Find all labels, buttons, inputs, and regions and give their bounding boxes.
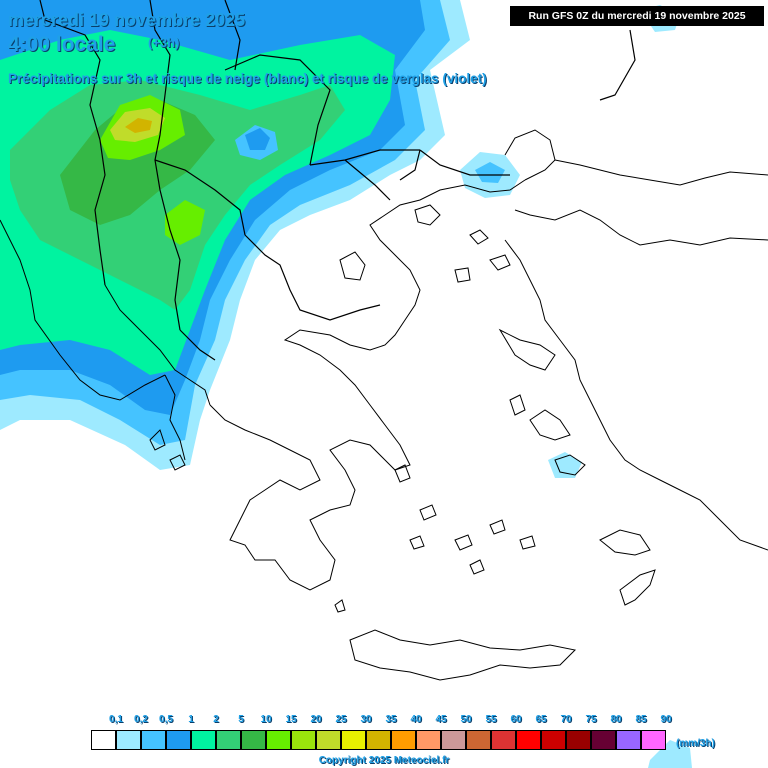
- legend-swatch: [466, 730, 491, 750]
- legend-tick-label: 90: [660, 714, 672, 725]
- legend-swatch: [316, 730, 341, 750]
- map-subtitle: Précipitations sur 3h et risque de neige…: [8, 71, 487, 86]
- legend-tick-label: 25: [335, 714, 347, 725]
- country-borders: [39, 0, 636, 361]
- run-info-badge: Run GFS 0Z du mercredi 19 novembre 2025: [510, 6, 764, 26]
- forecast-date: mercredi 19 novembre 2025: [8, 10, 246, 30]
- legend-swatch: [191, 730, 216, 750]
- legend-swatch: [266, 730, 291, 750]
- legend-tick-label: 65: [535, 714, 547, 725]
- legend-swatch: [166, 730, 191, 750]
- legend-tick-label: 50: [460, 714, 472, 725]
- legend-swatch: [141, 730, 166, 750]
- legend-swatch: [116, 730, 141, 750]
- legend-swatch: [591, 730, 616, 750]
- legend-tick-label: 15: [285, 714, 297, 725]
- forecast-time: 4:00 locale: [8, 33, 116, 56]
- legend-tick-label: 60: [510, 714, 522, 725]
- legend-tick-label: 45: [435, 714, 447, 725]
- legend-unit: (mm/3h): [676, 738, 715, 749]
- legend-swatch: [441, 730, 466, 750]
- legend-tick-label: 2: [213, 714, 219, 725]
- legend-swatch: [416, 730, 441, 750]
- legend-tick-label: 5: [238, 714, 244, 725]
- legend-swatch: [516, 730, 541, 750]
- legend-swatch: [91, 730, 116, 750]
- legend-tick-label: 20: [310, 714, 322, 725]
- legend-tick-label: 55: [485, 714, 497, 725]
- legend-swatch: [341, 730, 366, 750]
- legend-tick-label: 35: [385, 714, 397, 725]
- legend-tick-label: 85: [635, 714, 647, 725]
- copyright-notice: Copyright 2025 Meteociel.fr: [318, 755, 450, 766]
- legend-swatch: [541, 730, 566, 750]
- legend-swatch: [241, 730, 266, 750]
- legend-tick-label: 80: [610, 714, 622, 725]
- legend-swatch: [566, 730, 591, 750]
- legend-swatch: [641, 730, 666, 750]
- coastlines: [0, 129, 768, 681]
- legend-swatch: [216, 730, 241, 750]
- legend-swatch: [366, 730, 391, 750]
- legend-tick-label: 75: [585, 714, 597, 725]
- legend-swatch: [491, 730, 516, 750]
- precipitation-field: [0, 0, 692, 768]
- forecast-offset: (+3h): [148, 35, 180, 50]
- legend-tick-label: 0,2: [134, 714, 148, 725]
- legend-swatch: [291, 730, 316, 750]
- legend-tick-label: 1: [188, 714, 194, 725]
- legend-tick-label: 30: [360, 714, 372, 725]
- legend-tick-label: 70: [560, 714, 572, 725]
- precipitation-legend: 0,1 0,2 0,5 1 2 5 10 15 20 25 30 35 40 45 50 55 60 65 70 75…: [0, 708, 768, 768]
- legend-tick-label: 0,1: [109, 714, 123, 725]
- legend-swatch: [391, 730, 416, 750]
- legend-tick-label: 40: [410, 714, 422, 725]
- legend-tick-label: 10: [260, 714, 272, 725]
- legend-tick-label: 0,5: [159, 714, 173, 725]
- legend-swatch: [616, 730, 641, 750]
